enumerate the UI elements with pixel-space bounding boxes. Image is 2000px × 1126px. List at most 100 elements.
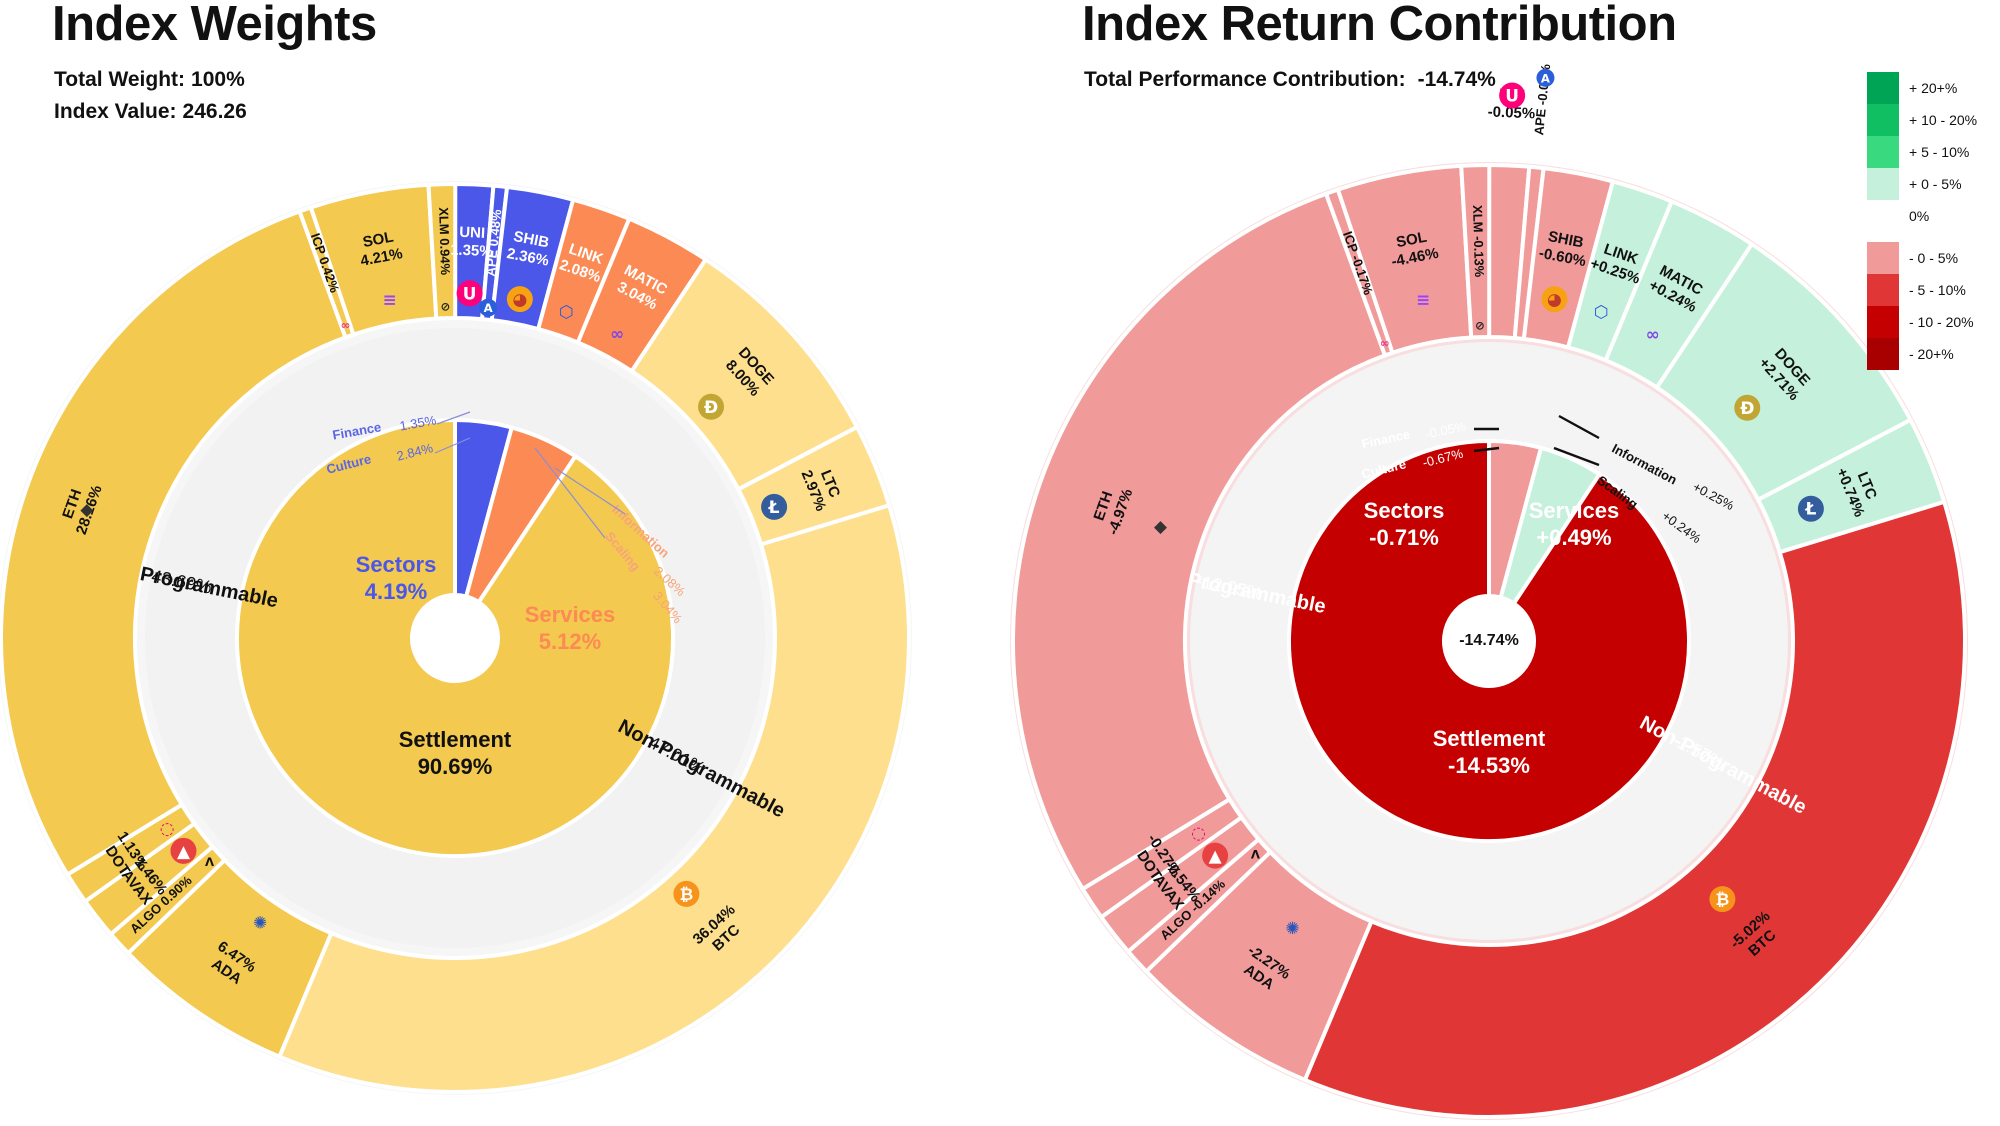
svg-text:✺: ✺ — [1285, 918, 1299, 938]
group-leader-line — [534, 447, 606, 539]
sector-name-label: Sectors — [356, 552, 437, 577]
uniswap-icon: U — [1499, 82, 1526, 109]
shiba-inu-icon: ◕ — [1541, 286, 1568, 313]
asset-segment-btc — [1302, 499, 1967, 1119]
group-leader-line — [434, 437, 471, 454]
dogecoin-icon: Ð — [1734, 394, 1761, 421]
polkadot-icon: ◌ — [1191, 823, 1206, 843]
total-performance-value: -14.74% — [1417, 68, 1496, 91]
asset-value-label: -0.05% — [1487, 103, 1535, 122]
svg-text:A: A — [1541, 71, 1550, 85]
svg-text:⬡: ⬡ — [559, 301, 574, 321]
svg-text:◆: ◆ — [1154, 516, 1167, 536]
asset-ring — [0, 181, 911, 1094]
sector-value-label: -0.71% — [1369, 525, 1439, 550]
dogecoin-icon: Ð — [698, 393, 725, 420]
total-performance-label: Total Performance Contribution: — [1084, 68, 1406, 91]
polygon-icon: ∞ — [610, 324, 624, 344]
legend-label: + 10 - 20% — [1909, 112, 1978, 128]
total-weight: Total Weight: 100% — [54, 69, 245, 90]
legend-label: + 0 - 5% — [1909, 176, 1962, 192]
svg-text:₿: ₿ — [680, 884, 694, 904]
group-leader-line — [554, 467, 626, 515]
svg-text:∞: ∞ — [1380, 336, 1390, 350]
svg-text:Λ: Λ — [205, 855, 214, 869]
svg-text:U: U — [1505, 85, 1519, 105]
asset-name-label: SHIB — [512, 228, 551, 251]
returns-sunburst-chart: -14.74% Sectors-0.71% Services+0.49% Settle… — [1010, 63, 1968, 1120]
cardano-icon: ✺ — [253, 913, 267, 933]
center-hole — [1444, 596, 1534, 686]
chainlink-icon: ⬡ — [559, 301, 574, 321]
cardano-icon: ✺ — [1285, 918, 1299, 938]
shiba-inu-icon: ◕ — [506, 286, 533, 313]
sector-value-label: 90.69% — [418, 754, 493, 779]
svg-text:∞: ∞ — [1646, 324, 1660, 344]
group-leader-line — [1553, 446, 1600, 467]
group-leader-line — [1558, 414, 1600, 440]
svg-text:Ð: Ð — [704, 397, 718, 417]
sector-name-label: Services — [525, 602, 616, 627]
internet-computer-icon: ∞ — [1380, 336, 1390, 350]
internet-computer-icon: ∞ — [341, 318, 351, 332]
svg-text:▲: ▲ — [1209, 846, 1222, 866]
svg-text:◆: ◆ — [80, 499, 93, 519]
legend-label: + 5 - 10% — [1909, 144, 1970, 160]
svg-text:◌: ◌ — [160, 818, 175, 838]
svg-text:◕: ◕ — [1547, 289, 1562, 309]
svg-text:≡: ≡ — [1416, 289, 1430, 309]
legend-swatch — [1867, 306, 1899, 338]
legend-swatch — [1867, 242, 1899, 274]
legend-label: - 10 - 20% — [1909, 314, 1974, 330]
stellar-icon: ⊘ — [1475, 319, 1485, 333]
sector-name-label: Settlement — [1433, 726, 1546, 751]
sector-value-label: 5.12% — [539, 629, 601, 654]
svg-text:⊘: ⊘ — [1475, 319, 1485, 333]
asset-inline-label: APE 0.48% — [483, 208, 505, 277]
svg-text:✺: ✺ — [253, 913, 267, 933]
solana-icon: ≡ — [1416, 289, 1430, 309]
svg-text:Λ: Λ — [1251, 847, 1260, 861]
asset-value-label: 1.35% — [450, 241, 493, 260]
total-performance: Total Performance Contribution: -14.74% — [1084, 69, 1496, 90]
litecoin-icon: Ł — [761, 493, 788, 520]
sector-ring — [1287, 438, 1691, 843]
sector-ring — [235, 417, 675, 858]
svg-text:A: A — [484, 301, 493, 315]
asset-segment-xlm — [1459, 163, 1492, 340]
svg-text:Ł: Ł — [1804, 499, 1816, 519]
asset-name-label: UNI — [459, 224, 486, 242]
center-hole — [412, 595, 498, 681]
apecoin-icon: A — [1536, 68, 1555, 87]
legend-swatch — [1867, 168, 1899, 200]
asset-ring — [1011, 162, 1967, 1119]
legend-label: - 5 - 10% — [1909, 282, 1966, 298]
uniswap-icon: U — [456, 280, 483, 307]
weights-title: Index Weights — [52, 0, 377, 51]
total-weight-label: Total Weight: — [54, 68, 186, 91]
asset-segment-btc — [276, 502, 911, 1094]
svg-text:U: U — [463, 283, 477, 303]
svg-text:⬡: ⬡ — [1594, 302, 1609, 322]
asset-segment-xlm — [426, 182, 458, 321]
sector-name-label: Services — [1529, 498, 1620, 523]
legend-swatch — [1867, 104, 1899, 136]
bitcoin-icon: ₿ — [1709, 886, 1736, 913]
index-value-label: Index Value: — [54, 100, 177, 123]
index-value: Index Value: 246.26 — [54, 101, 247, 122]
legend-label: - 0 - 5% — [1909, 250, 1959, 266]
apecoin-icon: A — [479, 298, 498, 317]
returns-title: Index Return Contribution — [1082, 0, 1677, 51]
legend-swatch — [1867, 338, 1899, 370]
algorand-icon: Λ — [1251, 847, 1260, 861]
legend-label: 0% — [1909, 208, 1930, 224]
asset-name-label: SHIB — [1547, 228, 1586, 251]
sector-name-label: Settlement — [399, 727, 512, 752]
chainlink-icon: ⬡ — [1594, 302, 1609, 322]
svg-text:◕: ◕ — [512, 289, 527, 309]
svg-text:Ð: Ð — [1740, 398, 1754, 418]
total-weight-value: 100% — [191, 68, 245, 91]
avalanche-icon: ▲ — [1202, 842, 1229, 869]
solana-icon: ≡ — [383, 289, 397, 309]
legend-label: + 20+% — [1909, 80, 1958, 96]
